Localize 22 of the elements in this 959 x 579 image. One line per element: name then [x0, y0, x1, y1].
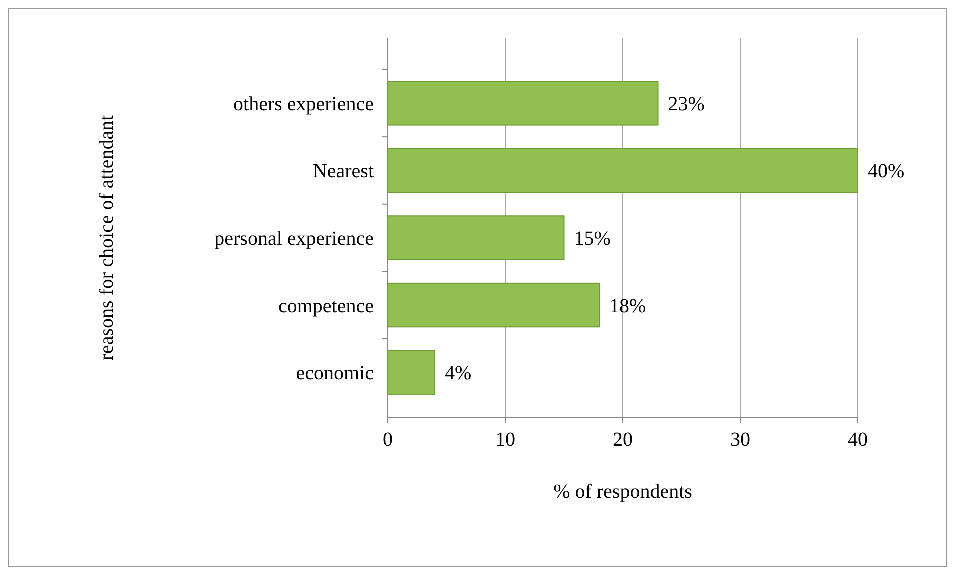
bar	[388, 216, 565, 260]
data-label: 4%	[445, 362, 472, 385]
y-tick-label: Nearest	[312, 160, 374, 183]
data-label: 18%	[610, 295, 646, 318]
x-tick-label: 20	[613, 429, 633, 451]
x-tick-label: 40	[848, 429, 868, 451]
data-label: 40%	[868, 160, 905, 183]
y-tick-label: economic	[296, 362, 374, 385]
data-label: 15%	[574, 228, 611, 250]
x-axis-title: % of respondents	[554, 481, 693, 503]
bar	[388, 81, 659, 126]
y-tick-label: others experience	[234, 93, 374, 116]
bar	[388, 148, 858, 194]
bar	[388, 350, 436, 395]
data-label: 23%	[668, 93, 705, 116]
y-tick-label: personal experience	[214, 228, 374, 250]
x-tick-label: 10	[496, 429, 516, 451]
bar	[388, 282, 600, 328]
x-tick-label: 30	[730, 429, 750, 451]
y-axis-title: reasons for choice of attendant	[96, 114, 118, 361]
x-tick-label: 0	[383, 429, 393, 451]
y-tick-label: competence	[278, 295, 374, 318]
